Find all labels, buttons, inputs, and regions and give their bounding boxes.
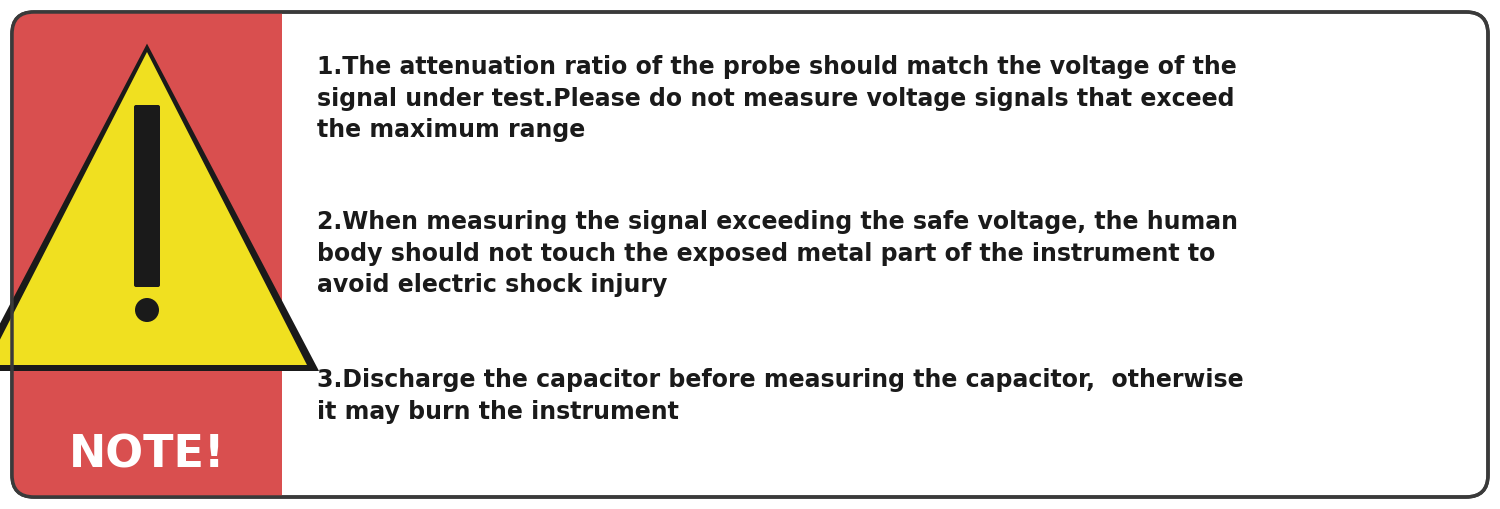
FancyBboxPatch shape: [12, 12, 1488, 497]
Text: 1.The attenuation ratio of the probe should match the voltage of the
signal unde: 1.The attenuation ratio of the probe sho…: [316, 55, 1236, 142]
Text: 3.Discharge the capacitor before measuring the capacitor,  otherwise
it may burn: 3.Discharge the capacitor before measuri…: [316, 368, 1244, 423]
Polygon shape: [0, 52, 308, 365]
FancyBboxPatch shape: [12, 12, 282, 497]
Text: NOTE!: NOTE!: [69, 434, 225, 476]
Bar: [260, 12, 282, 497]
Polygon shape: [0, 44, 320, 371]
Ellipse shape: [135, 298, 159, 322]
Text: 2.When measuring the signal exceeding the safe voltage, the human
body should no: 2.When measuring the signal exceeding th…: [316, 210, 1238, 297]
FancyBboxPatch shape: [134, 105, 160, 287]
